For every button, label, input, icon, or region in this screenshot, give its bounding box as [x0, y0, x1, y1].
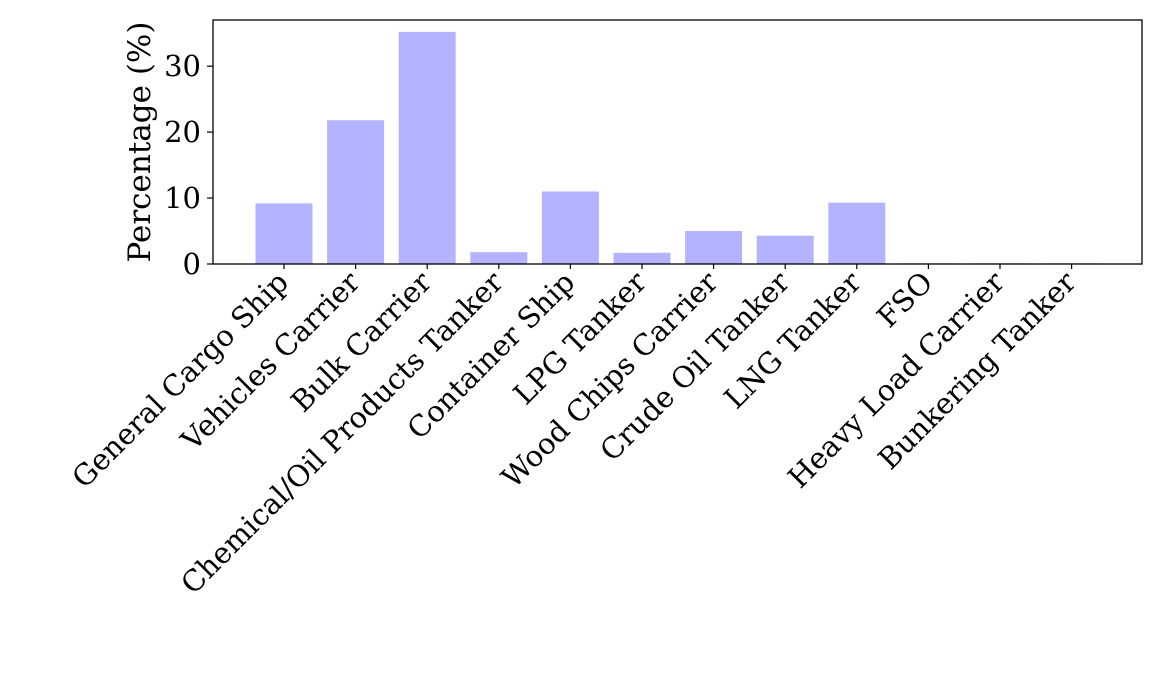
bar-vehicles-carrier	[327, 120, 385, 264]
plot-frame	[212, 19, 1143, 265]
y-tick-label: 30	[164, 49, 201, 83]
bar-lng-tanker	[828, 202, 886, 264]
bar-bulk-carrier	[398, 31, 456, 264]
y-tick-label: 0	[183, 247, 201, 281]
bar-lpg-tanker	[613, 252, 671, 264]
bar-wood-chips-carrier	[685, 231, 743, 264]
bar-crude-oil-tanker	[756, 235, 814, 264]
y-axis-label: Percentage (%)	[122, 22, 158, 263]
bar-chemical-oil-products-tanker	[470, 252, 528, 264]
y-axis-ticks: 0 10 20 30	[164, 49, 213, 281]
bars	[255, 31, 1101, 264]
y-tick-label: 20	[164, 115, 201, 149]
bar-container-ship	[541, 191, 599, 264]
bar-general-cargo-ship	[255, 203, 313, 264]
y-tick-label: 10	[164, 181, 201, 215]
